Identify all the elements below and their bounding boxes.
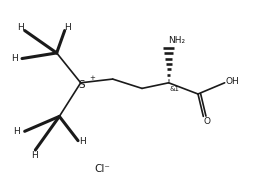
Text: Cl⁻: Cl⁻ (94, 164, 110, 174)
Text: +: + (90, 75, 96, 81)
Text: H: H (64, 23, 71, 32)
Text: H: H (79, 137, 86, 146)
Text: H: H (31, 151, 38, 160)
Text: H: H (13, 127, 20, 136)
Text: NH₂: NH₂ (168, 36, 185, 45)
Text: H: H (11, 54, 17, 63)
Text: OH: OH (226, 77, 240, 86)
Text: O: O (204, 117, 211, 126)
Text: H: H (17, 23, 24, 32)
Text: &1: &1 (170, 86, 180, 92)
Text: S: S (79, 80, 85, 90)
